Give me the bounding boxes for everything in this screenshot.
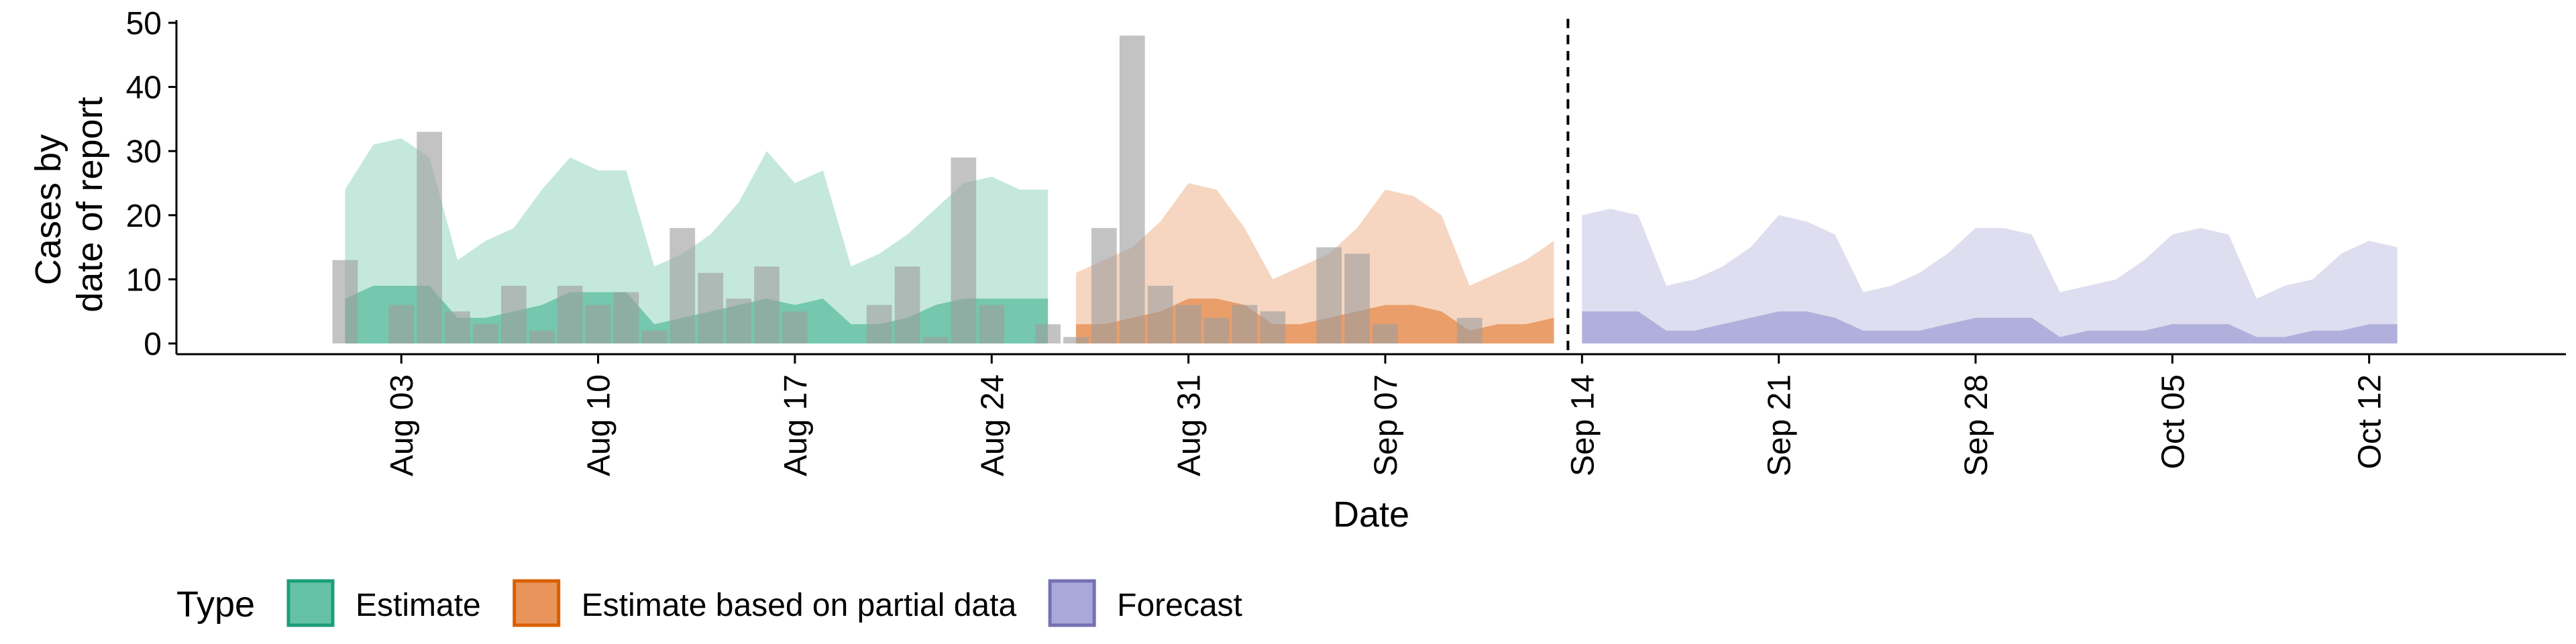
case-bar-2023-08-28 bbox=[1091, 227, 1117, 343]
case-bar-2023-08-13 bbox=[669, 227, 696, 343]
case-bar-2023-08-21 bbox=[894, 266, 920, 343]
case-bar-2023-08-08 bbox=[529, 330, 555, 343]
x-tick-label-2023-09-21: Sep 21 bbox=[1762, 374, 1798, 476]
x-tick-label-2023-08-24: Aug 24 bbox=[975, 374, 1010, 476]
y-axis-title-line-2: date of report bbox=[70, 97, 110, 312]
case-bar-2023-08-24 bbox=[979, 305, 1005, 343]
y-axis-title-line-1: Cases by bbox=[28, 134, 68, 285]
case-bar-2023-08-01 bbox=[332, 260, 358, 343]
case-bar-2023-08-31 bbox=[1175, 305, 1201, 343]
plot-panel bbox=[332, 19, 2398, 354]
x-axis: Aug 03 Aug 10 Aug 17 Aug 24 Aug 31 Sep 07 Sep … bbox=[176, 353, 2566, 476]
case-bar-2023-08-26 bbox=[1035, 324, 1061, 343]
case-bar-2023-08-30 bbox=[1147, 286, 1173, 343]
case-bar-2023-09-05 bbox=[1316, 247, 1342, 343]
case-bar-2023-09-01 bbox=[1203, 317, 1230, 343]
case-bar-2023-08-11 bbox=[613, 292, 639, 343]
case-bar-2023-08-07 bbox=[501, 286, 527, 343]
y-tick-label-40: 40 bbox=[126, 70, 162, 106]
y-axis: 0 10 20 30 40 50 bbox=[126, 6, 178, 362]
legend-label-estimate: Estimate bbox=[356, 588, 481, 623]
case-bar-2023-09-02 bbox=[1232, 305, 1258, 343]
case-bar-2023-08-22 bbox=[922, 337, 949, 343]
case-bar-2023-08-10 bbox=[585, 305, 611, 343]
y-tick-label-30: 30 bbox=[126, 134, 162, 170]
y-ticks: 0 10 20 30 40 50 bbox=[126, 6, 176, 362]
estimate-bands bbox=[345, 138, 2398, 343]
reported-case-bars bbox=[332, 36, 1483, 344]
legend-label-forecast: Forecast bbox=[1117, 588, 1242, 623]
case-bar-2023-08-15 bbox=[726, 299, 751, 343]
legend-swatch-estimate bbox=[286, 579, 335, 627]
x-tick-label-2023-08-31: Aug 31 bbox=[1172, 374, 1208, 476]
case-bar-2023-08-27 bbox=[1063, 337, 1089, 343]
legend-label-estimate-based-on-partial-data: Estimate based on partial data bbox=[582, 588, 1017, 623]
inner-band-forecast bbox=[1582, 311, 2398, 343]
case-bar-2023-08-14 bbox=[698, 272, 724, 343]
case-bar-2023-08-09 bbox=[557, 286, 583, 343]
case-bar-2023-08-06 bbox=[473, 324, 498, 343]
x-tick-label-2023-09-07: Sep 07 bbox=[1368, 374, 1404, 476]
y-axis-title: Cases by date of report bbox=[28, 97, 110, 312]
x-tick-label-2023-10-05: Oct 05 bbox=[2155, 374, 2191, 469]
case-bar-2023-08-29 bbox=[1119, 36, 1145, 343]
outer-band-forecast bbox=[1582, 209, 2398, 343]
x-axis-title: Date bbox=[1333, 494, 1409, 535]
case-bar-2023-08-17 bbox=[782, 311, 808, 343]
legend: Type Estimate Estimate based on partial d… bbox=[176, 579, 1242, 627]
y-tick-label-20: 20 bbox=[126, 199, 162, 234]
x-tick-label-2023-09-28: Sep 28 bbox=[1959, 374, 1994, 476]
y-tick-label-10: 10 bbox=[126, 262, 162, 298]
case-bar-2023-09-03 bbox=[1260, 311, 1286, 343]
case-bar-2023-08-03 bbox=[388, 305, 415, 343]
case-bar-2023-08-12 bbox=[641, 330, 667, 343]
case-bar-2023-09-06 bbox=[1344, 254, 1370, 343]
x-tick-label-2023-09-14: Sep 14 bbox=[1565, 374, 1601, 476]
case-bar-2023-09-07 bbox=[1373, 324, 1398, 343]
case-bar-2023-08-23 bbox=[951, 157, 977, 344]
y-tick-label-0: 0 bbox=[144, 327, 162, 362]
x-ticks: Aug 03 Aug 10 Aug 17 Aug 24 Aug 31 Sep 07 Sep … bbox=[384, 354, 2388, 476]
legend-title: Type bbox=[176, 584, 255, 625]
x-tick-label-2023-08-17: Aug 17 bbox=[778, 374, 814, 476]
y-tick-label-50: 50 bbox=[126, 6, 162, 42]
x-tick-label-2023-10-12: Oct 12 bbox=[2353, 374, 2388, 469]
case-bar-2023-09-10 bbox=[1456, 317, 1483, 343]
case-bar-2023-08-05 bbox=[445, 311, 470, 343]
legend-swatch-estimate-based-on-partial-data bbox=[513, 579, 561, 627]
case-bar-2023-08-16 bbox=[754, 266, 780, 343]
legend-swatch-forecast bbox=[1048, 579, 1096, 627]
case-bar-2023-08-04 bbox=[417, 131, 442, 343]
x-tick-label-2023-08-03: Aug 03 bbox=[384, 374, 420, 476]
x-tick-label-2023-08-10: Aug 10 bbox=[582, 374, 617, 476]
case-bar-2023-08-20 bbox=[866, 305, 892, 343]
